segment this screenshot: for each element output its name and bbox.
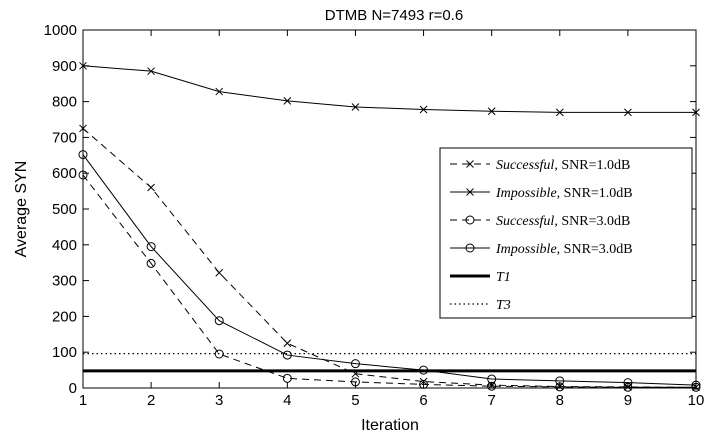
data-point-x-marker	[624, 108, 632, 117]
legend-label: Impossible, SNR=3.0dB	[495, 242, 633, 257]
data-point-circle-marker	[282, 350, 292, 360]
data-point-circle-marker	[350, 377, 360, 387]
data-point-circle-marker	[623, 378, 633, 388]
data-point-circle-marker	[146, 242, 156, 252]
data-point-circle-marker	[487, 374, 497, 384]
data-point-x-marker	[283, 339, 292, 348]
x-tick-label: 6	[419, 392, 427, 409]
legend-label-italic: Successful	[496, 214, 554, 229]
series-3	[78, 150, 701, 390]
data-point-circle-marker	[419, 379, 429, 389]
x-tick-label: 1	[79, 392, 87, 409]
data-point-x-marker	[419, 377, 428, 386]
legend-label-rest: , SNR=1.0dB	[554, 158, 630, 173]
data-point-circle-marker	[282, 373, 292, 383]
data-point-x-marker	[147, 183, 155, 192]
data-point-circle-marker	[214, 316, 224, 326]
y-tick-label: 800	[52, 94, 77, 111]
legend-label-italic: Impossible	[495, 186, 557, 201]
y-tick-label: 100	[52, 344, 77, 361]
data-point-circle-marker	[487, 381, 497, 391]
x-tick-label: 4	[283, 392, 291, 409]
x-tick-label: 8	[556, 392, 564, 409]
data-point-circle-marker	[555, 382, 565, 392]
x-tick-label: 9	[624, 392, 632, 409]
series-line	[82, 154, 697, 386]
x-axis-label: Iteration	[361, 417, 419, 434]
series-line	[82, 174, 696, 388]
x-tick-label: 7	[487, 392, 495, 409]
data-point-x-marker	[79, 124, 87, 133]
y-tick-label: 0	[69, 380, 77, 397]
legend-box	[439, 147, 693, 319]
series-layer	[78, 61, 701, 392]
y-tick-label: 1000	[44, 22, 77, 39]
data-point-x-marker	[487, 107, 496, 116]
y-tick-label: 500	[52, 201, 77, 218]
data-point-circle-marker	[465, 243, 475, 253]
legend-label-rest: , SNR=3.0dB	[554, 214, 630, 229]
data-point-circle-marker	[78, 170, 88, 180]
legend-label-rest: , SNR=3.0dB	[557, 242, 633, 257]
legend-entry: Successful, SNR=3.0dB	[450, 214, 630, 229]
data-point-x-marker	[147, 67, 155, 76]
data-point-circle-marker	[691, 380, 701, 390]
data-point-circle-marker	[623, 382, 633, 392]
legend-label-italic: T3	[496, 298, 511, 313]
x-tick-label: 5	[351, 392, 359, 409]
data-point-circle-marker	[146, 258, 156, 268]
axis-ticks: 0 100 200 300 400 500 600 700 800 900 1000 1 2 3 4 5 6 7 8…	[44, 22, 705, 409]
y-tick-label: 300	[52, 273, 77, 290]
series-line	[82, 128, 697, 388]
data-point-x-marker	[79, 61, 87, 70]
x-tick-label: 10	[688, 392, 705, 409]
legend-entry: Impossible, SNR=3.0dB	[450, 242, 633, 257]
x-tick-label: 2	[147, 392, 155, 409]
legend-entry: Successful, SNR=1.0dB	[450, 158, 630, 173]
data-point-circle-marker	[555, 376, 565, 386]
data-point-x-marker	[215, 268, 224, 277]
y-tick-label: 700	[52, 129, 77, 146]
data-point-circle-marker	[350, 359, 360, 369]
x-tick-label: 3	[215, 392, 223, 409]
legend-label-italic: Successful	[496, 158, 554, 173]
y-tick-label: 200	[52, 308, 77, 325]
y-tick-label: 600	[52, 165, 77, 182]
data-point-x-marker	[351, 103, 360, 111]
data-point-x-marker	[283, 97, 292, 105]
data-point-x-marker	[466, 188, 474, 196]
series-1	[79, 61, 700, 117]
data-point-circle-marker	[465, 215, 475, 225]
data-point-x-marker	[215, 87, 224, 96]
legend-label-italic: T1	[496, 270, 511, 285]
y-axis-label: Average SYN	[13, 161, 30, 258]
legend-label: Successful, SNR=1.0dB	[496, 158, 630, 173]
legend-label: T3	[496, 298, 511, 313]
legend-label-rest: , SNR=1.0dB	[557, 186, 633, 201]
y-tick-label: 900	[52, 58, 77, 75]
legend-label: Successful, SNR=3.0dB	[496, 214, 630, 229]
legend-label: Impossible, SNR=1.0dB	[495, 186, 633, 201]
legend-entry: T3	[450, 298, 511, 313]
data-point-circle-marker	[691, 382, 701, 392]
legend-label: T1	[496, 270, 511, 285]
series-2	[78, 170, 701, 392]
chart-title: DTMB N=7493 r=0.6	[325, 7, 463, 24]
legend-entry: Impossible, SNR=1.0dB	[450, 186, 633, 201]
legend-entry: T1	[450, 270, 511, 285]
data-point-x-marker	[466, 160, 474, 168]
data-point-x-marker	[555, 108, 564, 117]
y-tick-label: 400	[52, 237, 77, 254]
data-point-circle-marker	[78, 150, 88, 160]
legend-label-italic: Impossible	[495, 242, 557, 257]
series-line	[82, 65, 696, 113]
data-point-x-marker	[692, 108, 700, 117]
data-point-x-marker	[419, 105, 428, 114]
